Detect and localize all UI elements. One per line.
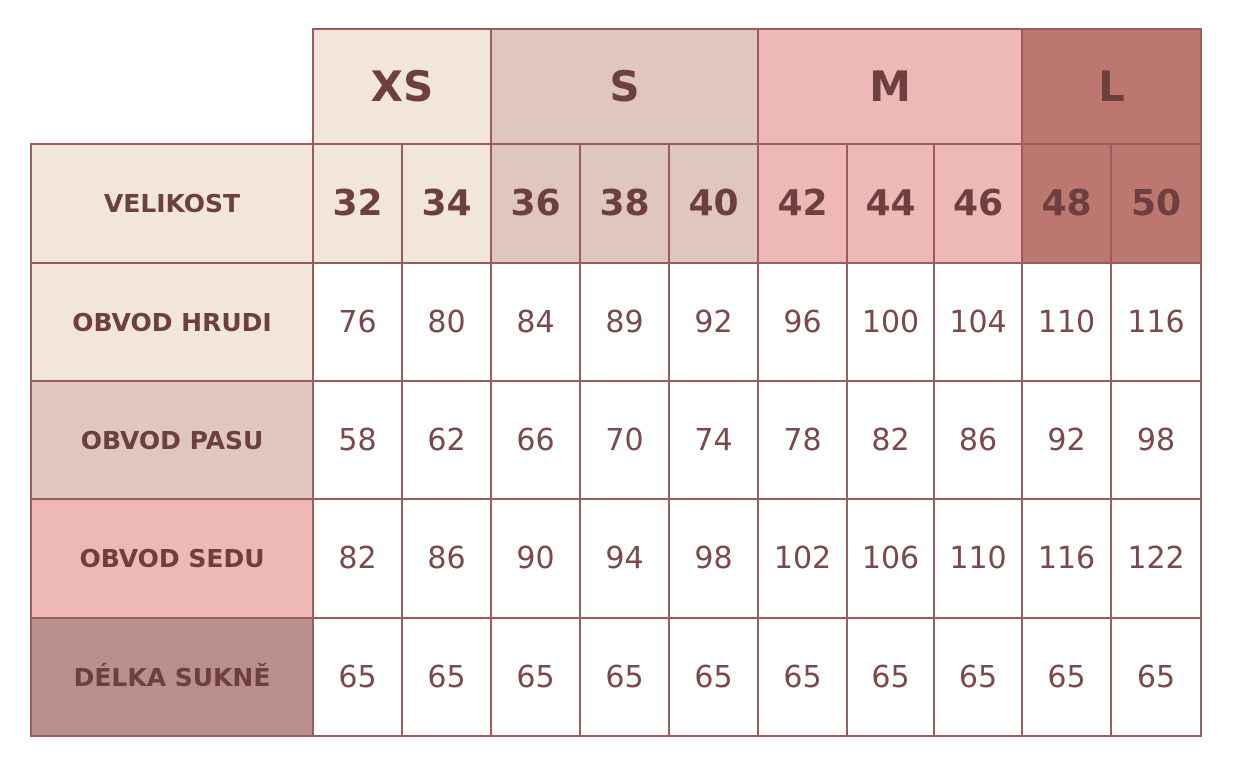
measurement: 65 xyxy=(846,617,935,737)
measurement: 82 xyxy=(312,498,403,619)
measurement: 102 xyxy=(757,498,848,619)
measurement: 96 xyxy=(757,262,848,382)
size-number: 38 xyxy=(579,143,670,264)
measurement: 65 xyxy=(757,617,848,737)
measurement: 78 xyxy=(757,380,848,500)
measurement: 94 xyxy=(579,498,670,619)
measurement: 122 xyxy=(1110,498,1202,619)
row-label: OBVOD SEDU xyxy=(30,498,314,619)
size-number: 48 xyxy=(1021,143,1112,264)
measurement: 110 xyxy=(933,498,1023,619)
size-number: 34 xyxy=(401,143,492,264)
size-number: 44 xyxy=(846,143,935,264)
measurement: 116 xyxy=(1021,498,1112,619)
size-group: XS xyxy=(312,28,492,145)
size-number: 32 xyxy=(312,143,403,264)
measurement: 86 xyxy=(933,380,1023,500)
measurement: 62 xyxy=(401,380,492,500)
measurement: 89 xyxy=(579,262,670,382)
size-number: 40 xyxy=(668,143,759,264)
measurement: 86 xyxy=(401,498,492,619)
measurement: 65 xyxy=(579,617,670,737)
measurement: 90 xyxy=(490,498,581,619)
measurement: 98 xyxy=(668,498,759,619)
size-group: M xyxy=(757,28,1023,145)
measurement: 100 xyxy=(846,262,935,382)
measurement: 110 xyxy=(1021,262,1112,382)
size-group: S xyxy=(490,28,759,145)
measurement: 92 xyxy=(668,262,759,382)
measurement: 82 xyxy=(846,380,935,500)
measurement: 98 xyxy=(1110,380,1202,500)
measurement: 65 xyxy=(668,617,759,737)
measurement: 76 xyxy=(312,262,403,382)
measurement: 106 xyxy=(846,498,935,619)
measurement: 65 xyxy=(490,617,581,737)
size-number: 42 xyxy=(757,143,848,264)
measurement: 65 xyxy=(1021,617,1112,737)
measurement: 65 xyxy=(1110,617,1202,737)
measurement: 74 xyxy=(668,380,759,500)
measurement: 84 xyxy=(490,262,581,382)
measurement: 65 xyxy=(401,617,492,737)
measurement: 80 xyxy=(401,262,492,382)
measurement: 116 xyxy=(1110,262,1202,382)
measurement: 70 xyxy=(579,380,670,500)
measurement: 66 xyxy=(490,380,581,500)
row-label: OBVOD PASU xyxy=(30,380,314,500)
size-number: 46 xyxy=(933,143,1023,264)
measurement: 104 xyxy=(933,262,1023,382)
row-label: DÉLKA SUKNĚ xyxy=(30,617,314,737)
measurement: 65 xyxy=(933,617,1023,737)
row-label: VELIKOST xyxy=(30,143,314,264)
measurement: 65 xyxy=(312,617,403,737)
measurement: 92 xyxy=(1021,380,1112,500)
row-label: OBVOD HRUDI xyxy=(30,262,314,382)
measurement: 58 xyxy=(312,380,403,500)
size-number: 36 xyxy=(490,143,581,264)
size-group: L xyxy=(1021,28,1202,145)
size-number: 50 xyxy=(1110,143,1202,264)
